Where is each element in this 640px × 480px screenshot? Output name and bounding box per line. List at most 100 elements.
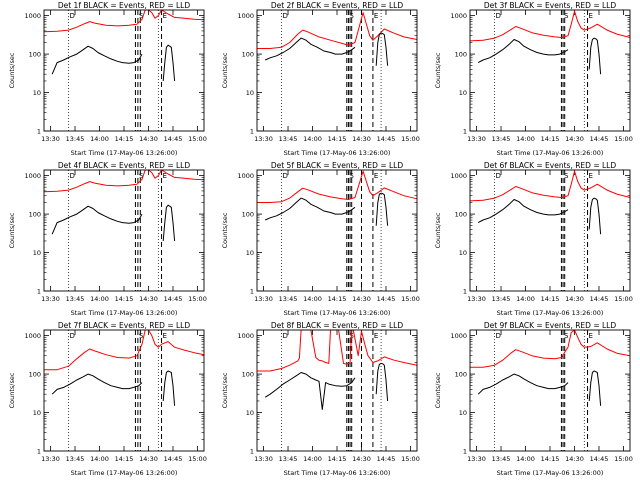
y-tick-label: 1 (37, 128, 41, 136)
x-axis-label: Start Time (17-May-06 13:26:00) (497, 149, 604, 157)
x-tick-label: 13:45 (66, 295, 85, 303)
marker-label-d: D (282, 172, 287, 180)
marker-label-d: D (69, 172, 74, 180)
y-tick-label: 1000 (24, 172, 41, 180)
x-tick-label: 14:15 (541, 135, 560, 143)
y-tick-label: 1 (250, 128, 254, 136)
panel-det-8f: Det 8f BLACK = Events, RED = LLD Counts/s… (221, 321, 420, 477)
plot-frame (469, 9, 631, 132)
marker-label-e: E (589, 12, 593, 20)
series-events-line (51, 205, 143, 235)
y-tick-label: 100 (455, 211, 467, 219)
x-tick-label: 14:15 (115, 455, 134, 463)
x-tick-label: 14:45 (377, 295, 396, 303)
x-tick-label: 15:00 (401, 455, 420, 463)
panel-title: Det 8f BLACK = Events, RED = LLD (271, 321, 404, 330)
x-tick-label: 14:15 (115, 135, 134, 143)
x-tick-label: 14:30 (352, 455, 371, 463)
panel-title: Det 9f BLACK = Events, RED = LLD (484, 321, 617, 330)
series-lld-line (257, 329, 418, 372)
marker-label-s: S (139, 332, 144, 340)
series-lld-line (43, 169, 205, 193)
x-axis-label: Start Time (17-May-06 13:26:00) (284, 469, 391, 477)
x-tick-label: 14:00 (303, 295, 322, 303)
x-tick-label: 13:45 (492, 455, 511, 463)
y-tick-label: 1 (250, 448, 254, 456)
x-tick-label: 14:00 (516, 295, 535, 303)
marker-label-e: E (374, 332, 378, 340)
plot-frame (256, 9, 418, 132)
panel-det-2f: Det 2f BLACK = Events, RED = LLD Counts/s… (221, 1, 420, 157)
marker-label-d: D (69, 12, 74, 20)
x-tick-label: 13:30 (254, 295, 273, 303)
x-tick-label: 13:30 (467, 455, 486, 463)
x-tick-label: 14:00 (516, 455, 535, 463)
x-tick-label: 15:00 (188, 455, 207, 463)
x-tick-label: 14:15 (541, 295, 560, 303)
panel-det-7f: Det 7f BLACK = Events, RED = LLD Counts/s… (8, 321, 207, 477)
marker-label-e: E (589, 172, 593, 180)
marker-label-e: E (374, 172, 378, 180)
y-tick-label: 1 (250, 288, 254, 296)
y-tick-label: 1 (463, 128, 467, 136)
x-tick-label: 13:45 (492, 135, 511, 143)
x-tick-label: 14:00 (303, 455, 322, 463)
x-tick-label: 14:30 (352, 295, 371, 303)
plot-frame (43, 169, 205, 292)
x-axis-label: Start Time (17-May-06 13:26:00) (71, 469, 178, 477)
x-tick-label: 15:00 (614, 455, 633, 463)
x-tick-label: 13:30 (254, 135, 273, 143)
plot-frame (43, 329, 205, 452)
x-tick-label: 14:00 (90, 455, 109, 463)
marker-label-d: D (282, 332, 287, 340)
y-axis-label: Counts/sec (8, 52, 16, 88)
y-tick-label: 1000 (450, 12, 467, 20)
x-tick-label: 14:15 (328, 295, 347, 303)
marker-label-s: S (139, 12, 144, 20)
y-tick-label: 10 (459, 249, 467, 257)
series-events-line (477, 373, 569, 395)
plot-frame (256, 169, 418, 292)
panel-title: Det 7f BLACK = Events, RED = LLD (58, 321, 191, 330)
x-tick-label: 14:45 (164, 455, 183, 463)
y-tick-label: 1 (37, 448, 41, 456)
x-tick-label: 15:00 (614, 135, 633, 143)
marker-label-s: S (349, 172, 354, 180)
y-tick-label: 100 (455, 51, 467, 59)
x-tick-label: 13:45 (66, 455, 85, 463)
panel-det-1f: Det 1f BLACK = Events, RED = LLD Counts/s… (8, 1, 207, 157)
series-events-line (588, 370, 602, 406)
y-axis-label: Counts/sec (434, 372, 442, 408)
series-events-line (375, 362, 389, 402)
y-tick-label: 100 (29, 211, 41, 219)
x-tick-label: 13:45 (279, 295, 298, 303)
y-tick-label: 10 (459, 89, 467, 97)
x-tick-label: 14:45 (590, 455, 609, 463)
x-tick-label: 14:30 (565, 295, 584, 303)
x-tick-label: 13:30 (41, 135, 60, 143)
y-tick-label: 10 (33, 89, 41, 97)
series-events-line (51, 45, 143, 75)
series-events-line (588, 197, 602, 235)
x-tick-label: 14:45 (164, 135, 183, 143)
x-tick-label: 13:45 (279, 455, 298, 463)
x-tick-label: 15:00 (188, 135, 207, 143)
y-tick-label: 1 (37, 288, 41, 296)
y-tick-label: 1000 (237, 332, 254, 340)
y-axis-label: Counts/sec (434, 212, 442, 248)
marker-label-s: S (349, 332, 354, 340)
marker-label-d: D (495, 172, 500, 180)
y-axis-label: Counts/sec (221, 212, 229, 248)
marker-label-d: D (282, 12, 287, 20)
series-events-line (477, 39, 569, 64)
plot-frame (256, 329, 418, 452)
y-axis-label: Counts/sec (434, 52, 442, 88)
panel-det-9f: Det 9f BLACK = Events, RED = LLD Counts/s… (434, 321, 633, 477)
x-axis-label: Start Time (17-May-06 13:26:00) (71, 309, 178, 317)
x-tick-label: 14:30 (139, 135, 158, 143)
x-tick-label: 14:30 (565, 135, 584, 143)
y-tick-label: 100 (242, 51, 254, 59)
x-tick-label: 15:00 (614, 295, 633, 303)
x-tick-label: 15:00 (188, 295, 207, 303)
x-tick-label: 15:00 (401, 135, 420, 143)
